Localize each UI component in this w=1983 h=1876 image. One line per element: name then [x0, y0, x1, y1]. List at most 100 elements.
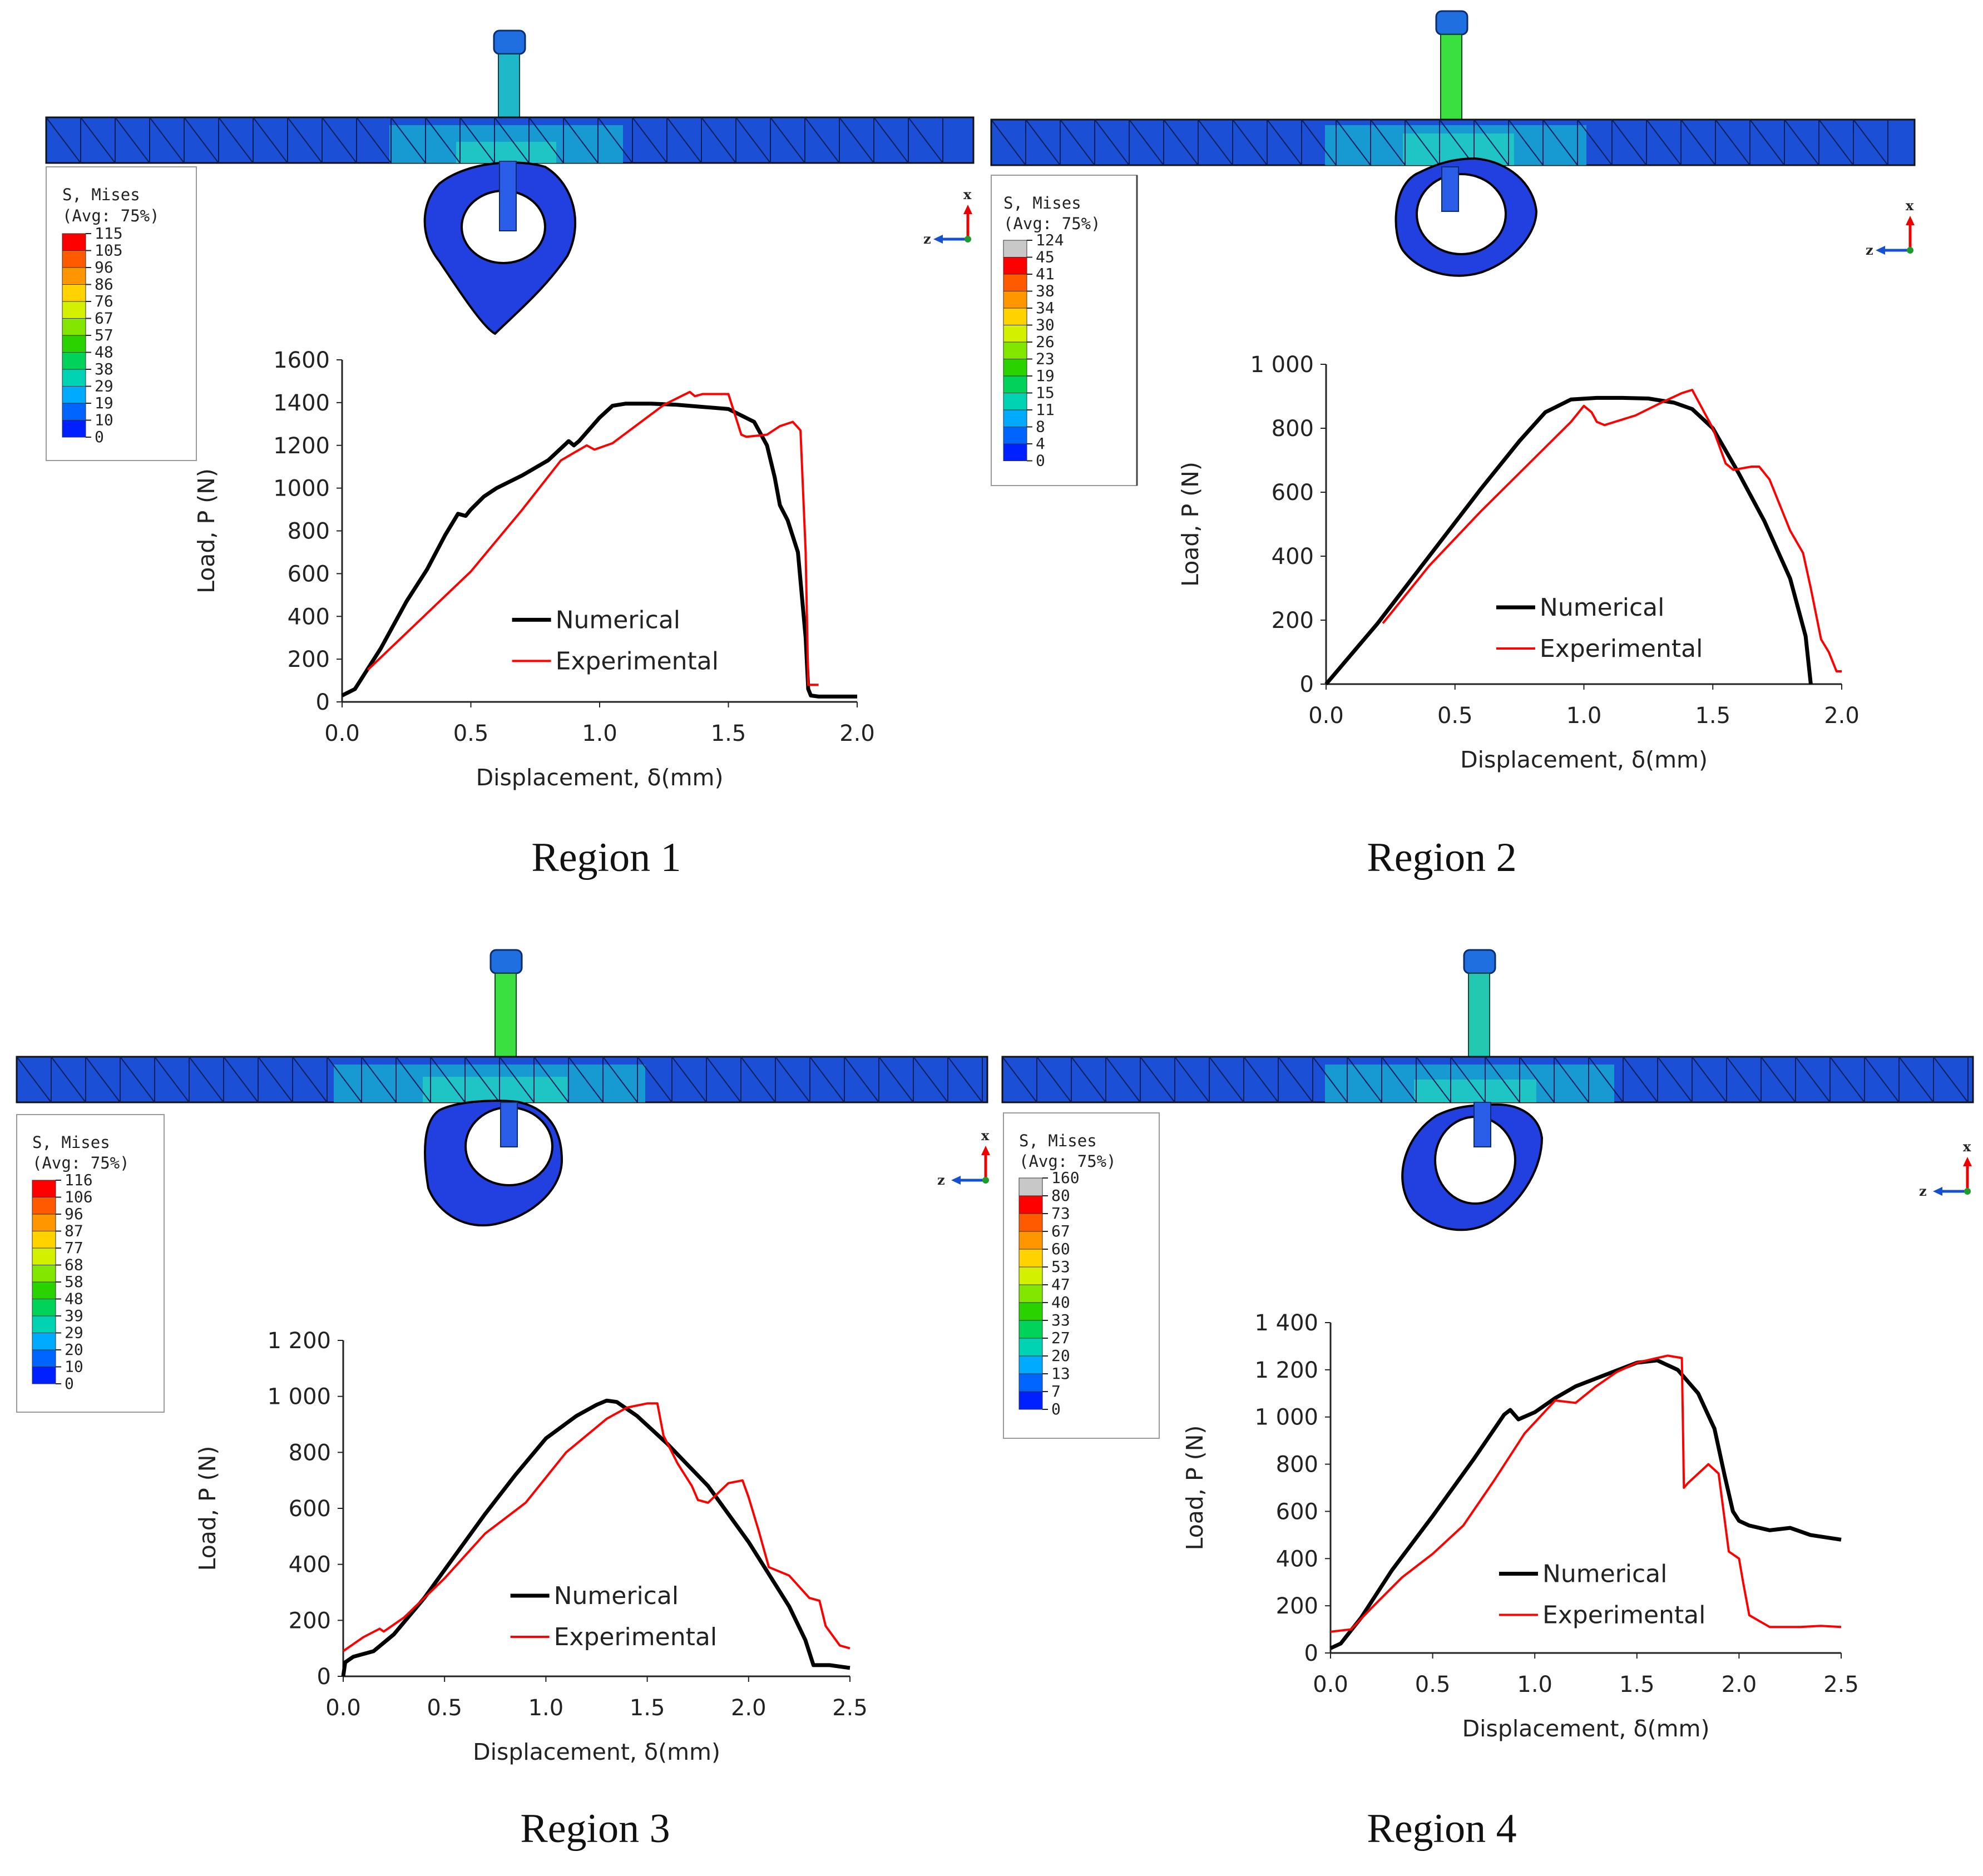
- series-line-experimental: [342, 1402, 850, 1652]
- legend-color-band: [62, 420, 86, 438]
- mesh-line: [184, 117, 219, 164]
- legend-color-band: [1018, 1249, 1043, 1268]
- mesh-line: [1450, 1056, 1486, 1103]
- mesh-line: [1140, 1056, 1175, 1103]
- legend-tick-label: 57: [95, 326, 113, 344]
- x-tick-label: 2.0: [1722, 1672, 1757, 1697]
- legend-color-band: [32, 1299, 56, 1316]
- x-tick-label: 1.0: [582, 721, 617, 746]
- y-tick-label: 600: [288, 561, 330, 587]
- legend-tick-label: 96: [95, 258, 113, 276]
- legend-label-experimental: Experimental: [554, 1623, 717, 1651]
- mesh-line: [1071, 1056, 1106, 1103]
- fe-model-region-2: S, Mises (Avg: 75%) 12445413834302623191…: [990, 10, 1916, 486]
- axis-triad: x z: [1866, 197, 1915, 258]
- mesh-line: [878, 1056, 914, 1103]
- load-displacement-chart-region-3: 0.0 0.5 1.0 1.5 2.0 2.5 0 200 400 600 800 1 000 1 20…: [194, 1328, 868, 1765]
- y-tick-label: 400: [1276, 1546, 1318, 1572]
- mesh-line: [1267, 119, 1302, 166]
- mesh-line: [322, 117, 357, 164]
- legend-tick-label: 11: [1036, 400, 1055, 419]
- y-axis-label: Load, P (N): [193, 468, 220, 593]
- legend-color-band: [62, 250, 86, 268]
- legend-tick-label: 48: [65, 1290, 83, 1308]
- mesh-line: [1542, 119, 1578, 166]
- legend-color-band: [32, 1367, 56, 1384]
- legend-color-band: [1018, 1355, 1043, 1374]
- legend-tick-label: 29: [65, 1324, 83, 1342]
- region-caption: Region 1: [531, 835, 681, 880]
- x-axis-label: Displacement, δ(mm): [1460, 746, 1708, 773]
- mesh-line: [1853, 119, 1888, 166]
- legend-label-experimental: Experimental: [1540, 635, 1703, 663]
- x-tick-label: 2.5: [832, 1695, 868, 1721]
- beam-mesh: [991, 119, 1888, 166]
- y-tick-label: 1 200: [1254, 1358, 1318, 1383]
- legend-tick-label: 20: [1051, 1347, 1070, 1365]
- mesh-line: [1692, 1056, 1727, 1103]
- mesh-line: [568, 1056, 604, 1103]
- legend-tick-label: 87: [65, 1222, 83, 1240]
- mesh-line: [1094, 119, 1130, 166]
- axis-triad: x z: [923, 186, 972, 247]
- legend-tick-label: 77: [65, 1239, 83, 1257]
- legend-color-band: [1003, 257, 1027, 275]
- y-tick-label: 0: [316, 690, 330, 715]
- legend-color-band: [1003, 375, 1027, 393]
- mesh-line: [735, 117, 771, 164]
- series-line-numerical: [341, 1398, 850, 1677]
- y-tick-label: 1 000: [267, 1384, 331, 1410]
- legend-tick-label: 160: [1051, 1169, 1080, 1187]
- legend-label-experimental: Experimental: [556, 647, 719, 675]
- legend-tick-label: 67: [95, 309, 113, 328]
- mesh-line: [844, 1056, 879, 1103]
- mesh-line: [602, 1056, 638, 1103]
- mesh-line: [356, 117, 392, 164]
- mesh-line: [1829, 1056, 1865, 1103]
- x-tick-label: 0.0: [325, 1695, 361, 1721]
- y-tick-label: 400: [289, 1552, 331, 1578]
- y-tick-label: 0: [1300, 672, 1314, 697]
- legend-tick-label: 41: [1036, 265, 1055, 283]
- mesh-line: [80, 117, 116, 164]
- legend-color-band: [1003, 274, 1027, 291]
- series-line-numerical: [1324, 395, 1813, 686]
- mesh-line: [1370, 119, 1406, 166]
- mesh-line: [1623, 1056, 1658, 1103]
- mesh-line: [809, 1056, 845, 1103]
- y-axis-label: Load, P (N): [1177, 462, 1204, 587]
- legend-tick-label: 106: [65, 1188, 93, 1206]
- y-tick-label: 800: [289, 1440, 331, 1466]
- y-tick-label: 1 400: [1254, 1310, 1318, 1336]
- mesh-line: [1898, 1056, 1934, 1103]
- x-tick-label: 0.0: [1308, 703, 1344, 729]
- y-tick-label: 1600: [273, 348, 330, 373]
- stress-legend-subtitle: (Avg: 75%): [62, 206, 160, 225]
- legend-color-band: [1003, 240, 1027, 258]
- beam-stress-zone-inner: [1414, 1080, 1536, 1102]
- legend-tick-label: 73: [1051, 1204, 1070, 1222]
- legend-tick-label: 29: [95, 377, 113, 395]
- mesh-line: [1025, 119, 1061, 166]
- axis-triad: x z: [1919, 1139, 1972, 1199]
- y-tick-label: 0: [1304, 1641, 1318, 1666]
- triad-z-label: z: [937, 1172, 945, 1188]
- legend-tick-label: 39: [65, 1306, 83, 1325]
- series-line-experimental: [367, 390, 819, 686]
- legend-tick-label: 30: [1036, 316, 1055, 334]
- legend-color-band: [62, 284, 86, 302]
- legend-label-numerical: Numerical: [1542, 1560, 1667, 1588]
- mesh-line: [706, 1056, 741, 1103]
- mesh-line: [1473, 119, 1509, 166]
- y-tick-label: 400: [1272, 544, 1314, 570]
- mesh-line: [120, 1056, 155, 1103]
- legend-color-band: [32, 1180, 56, 1197]
- legend-tick-label: 10: [95, 411, 113, 429]
- region-caption: Region 2: [1367, 835, 1517, 880]
- y-tick-label: 600: [1272, 480, 1314, 506]
- y-tick-label: 1 000: [1254, 1405, 1318, 1430]
- legend-tick-label: 76: [95, 292, 113, 310]
- legend-color-band: [32, 1214, 56, 1231]
- legend-tick-label: 34: [1036, 299, 1055, 317]
